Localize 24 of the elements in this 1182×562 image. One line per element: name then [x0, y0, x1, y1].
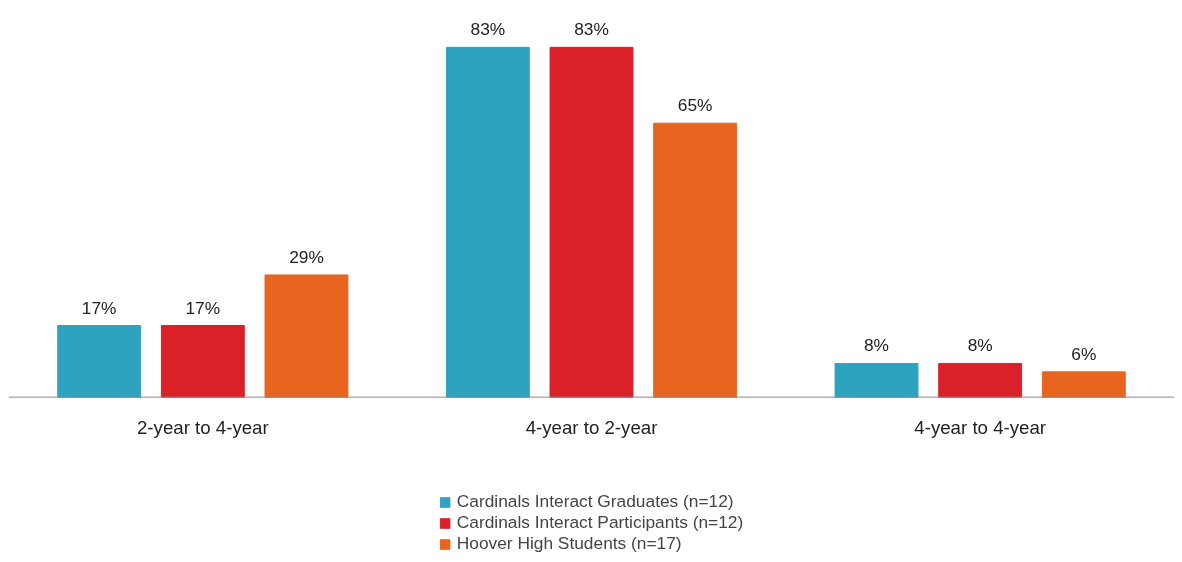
legend-label: Cardinals Interact Participants (n=12): [456, 512, 744, 533]
data-label: 8%: [864, 335, 890, 356]
bar: [264, 274, 349, 398]
x-tick-label: 4-year to 2-year: [525, 417, 658, 439]
legend-label: Cardinals Interact Graduates (n=12): [456, 491, 734, 512]
x-tick-label: 4-year to 4-year: [914, 417, 1047, 439]
data-label: 83%: [574, 19, 609, 40]
bar: [445, 46, 530, 398]
x-tick-label: 2-year to 4-year: [136, 417, 269, 439]
bar: [160, 325, 245, 398]
data-label: 65%: [677, 95, 713, 116]
bar: [549, 46, 634, 398]
bar: [938, 362, 1023, 398]
bar: [57, 325, 142, 398]
data-label: 29%: [289, 246, 324, 267]
data-label: 17%: [185, 297, 221, 318]
legend-label: Hoover High Students (n=17): [456, 533, 682, 554]
bar: [1041, 371, 1126, 398]
data-label: 8%: [967, 335, 993, 356]
bar: [834, 362, 919, 398]
data-label: 6%: [1071, 343, 1097, 364]
bar: [653, 122, 738, 398]
data-label: 17%: [81, 297, 117, 318]
data-label: 83%: [470, 19, 506, 40]
